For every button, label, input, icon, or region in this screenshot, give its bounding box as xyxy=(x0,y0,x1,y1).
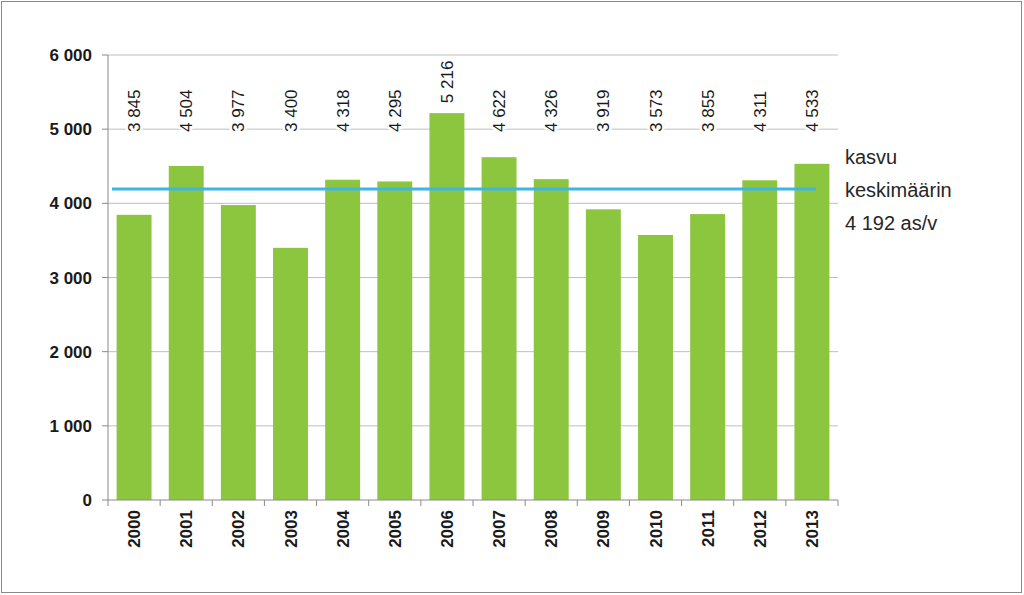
x-tick xyxy=(785,500,786,506)
x-tick xyxy=(368,500,369,506)
y-tick xyxy=(102,55,108,56)
grid-line xyxy=(108,277,838,278)
x-tick xyxy=(577,500,578,506)
x-tick-label: 2001 xyxy=(177,510,196,548)
grid-line xyxy=(108,203,838,204)
bar xyxy=(482,157,517,500)
x-tick-label: 2010 xyxy=(647,510,666,548)
data-label: 4 622 xyxy=(490,89,509,132)
grid-line xyxy=(108,425,838,426)
data-label: 4 326 xyxy=(542,89,561,132)
x-tick-label: 2012 xyxy=(751,510,770,548)
x-tick xyxy=(264,500,265,506)
bar xyxy=(221,205,256,500)
y-tick-label: 5 000 xyxy=(49,120,92,139)
x-tick xyxy=(733,500,734,506)
data-label: 4 318 xyxy=(334,89,353,132)
bar xyxy=(534,179,569,500)
x-tick xyxy=(212,500,213,506)
x-tick-label: 2009 xyxy=(594,510,613,548)
y-tick xyxy=(102,425,108,426)
x-tick xyxy=(629,500,630,506)
x-tick-label: 2003 xyxy=(282,510,301,548)
grid-line xyxy=(108,351,838,352)
x-tick-label: 2005 xyxy=(386,510,405,548)
x-tick xyxy=(160,500,161,506)
x-tick-label: 2004 xyxy=(334,509,353,547)
x-tick xyxy=(108,500,109,506)
average-label: 4 192 as/v xyxy=(845,212,937,234)
x-tick-label: 2007 xyxy=(490,510,509,548)
x-tick-label: 2002 xyxy=(229,510,248,548)
chart-container: 0 1 000 2 000 3 000 4 000 5 000 6 000 kasvu kesk… xyxy=(0,0,1024,595)
y-tick xyxy=(102,351,108,352)
bar xyxy=(690,214,725,500)
average-label: kasvu xyxy=(845,146,897,168)
y-tick-label: 1 000 xyxy=(49,417,92,436)
y-tick xyxy=(102,500,108,501)
y-tick xyxy=(102,129,108,130)
bar xyxy=(429,113,464,500)
y-axis-line xyxy=(108,55,109,500)
x-tick-label: 2008 xyxy=(542,510,561,548)
x-tick xyxy=(473,500,474,506)
data-label: 3 845 xyxy=(125,89,144,132)
data-label: 3 400 xyxy=(282,89,301,132)
y-tick-label: 3 000 xyxy=(49,269,92,288)
data-label: 3 919 xyxy=(594,89,613,132)
bar xyxy=(273,248,308,500)
y-tick-label: 4 000 xyxy=(49,194,92,213)
data-label: 3 573 xyxy=(647,89,666,132)
y-tick-label: 0 xyxy=(83,491,92,510)
bar xyxy=(794,164,829,500)
x-tick xyxy=(681,500,682,506)
x-tick xyxy=(316,500,317,506)
chart-svg: 0 1 000 2 000 3 000 4 000 5 000 6 000 kasvu kesk… xyxy=(0,0,1024,595)
average-line xyxy=(112,188,816,191)
x-tick xyxy=(525,500,526,506)
data-label: 4 533 xyxy=(803,89,822,132)
bar xyxy=(586,209,621,500)
grid-line xyxy=(108,129,838,130)
data-label: 3 977 xyxy=(229,89,248,132)
bar xyxy=(117,215,152,500)
average-label: keskimäärin xyxy=(845,179,952,201)
bars xyxy=(117,113,830,500)
grid-line xyxy=(108,55,838,56)
data-label: 5 216 xyxy=(438,61,457,104)
bar xyxy=(325,180,360,500)
bar xyxy=(169,166,204,500)
x-tick-label: 2006 xyxy=(438,510,457,548)
y-tick xyxy=(102,277,108,278)
y-tick xyxy=(102,203,108,204)
x-tick-label: 2013 xyxy=(803,510,822,548)
bar xyxy=(742,180,777,500)
x-tick-label: 2011 xyxy=(699,510,718,547)
data-label: 4 504 xyxy=(177,89,196,132)
data-label: 4 295 xyxy=(386,89,405,132)
x-tick xyxy=(420,500,421,506)
x-tick xyxy=(838,500,839,506)
y-tick-label: 2 000 xyxy=(49,343,92,362)
bar xyxy=(377,181,412,500)
data-label: 4 311 xyxy=(751,91,770,132)
x-tick-label: 2000 xyxy=(125,510,144,548)
frame xyxy=(2,2,1022,593)
data-label: 3 855 xyxy=(699,89,718,132)
y-tick-label: 6 000 xyxy=(49,46,92,65)
bar xyxy=(638,235,673,500)
